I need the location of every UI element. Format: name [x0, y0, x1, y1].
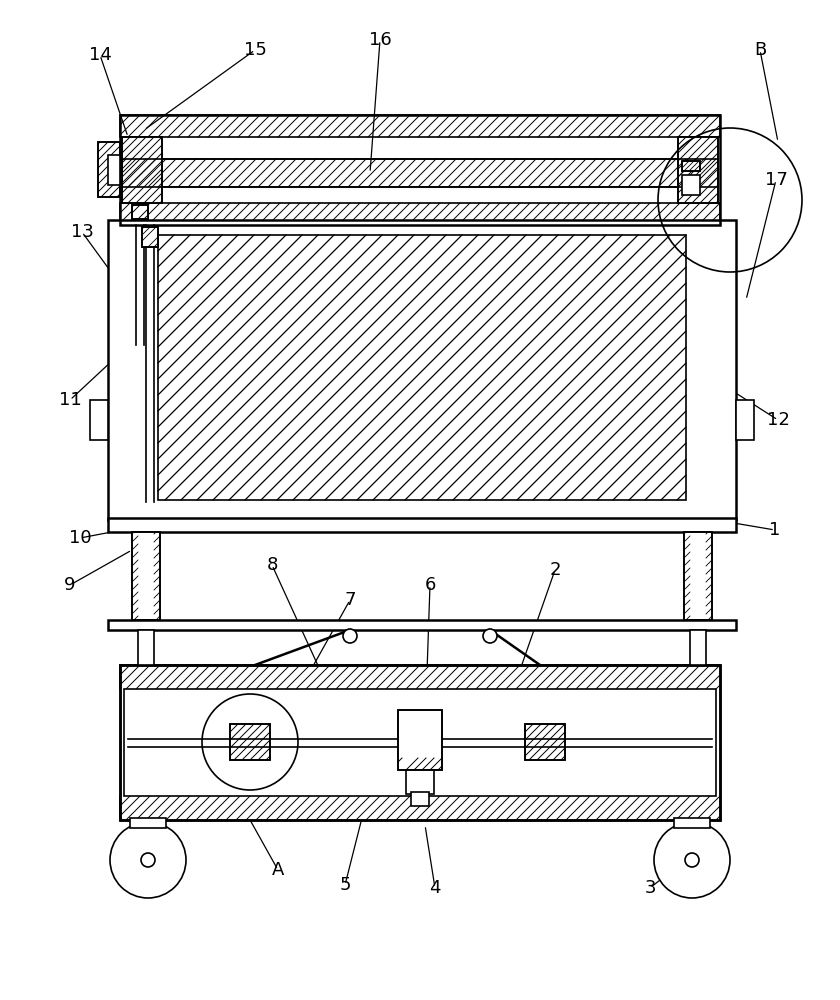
- Circle shape: [343, 629, 357, 643]
- Text: 3: 3: [644, 879, 656, 897]
- Bar: [678, 137, 718, 203]
- Bar: [120, 665, 720, 820]
- Text: 16: 16: [369, 31, 391, 49]
- Text: A: A: [272, 861, 284, 879]
- Bar: [132, 532, 160, 620]
- Text: 17: 17: [764, 171, 787, 189]
- Bar: [122, 159, 718, 187]
- Bar: [120, 796, 720, 820]
- Bar: [122, 137, 162, 203]
- Bar: [120, 115, 720, 225]
- Bar: [684, 532, 712, 620]
- Bar: [132, 532, 160, 620]
- Bar: [98, 142, 120, 197]
- Circle shape: [483, 629, 497, 643]
- Text: 14: 14: [88, 46, 112, 64]
- Bar: [142, 227, 158, 247]
- Bar: [158, 235, 686, 500]
- Bar: [124, 689, 716, 796]
- Bar: [120, 115, 720, 137]
- Circle shape: [110, 822, 186, 898]
- Bar: [132, 205, 148, 219]
- Bar: [122, 159, 718, 187]
- Bar: [674, 818, 710, 828]
- Bar: [98, 142, 120, 197]
- Text: 1: 1: [769, 521, 780, 539]
- Bar: [678, 137, 718, 203]
- Text: 13: 13: [71, 223, 93, 241]
- Bar: [138, 630, 154, 665]
- Bar: [682, 161, 700, 171]
- Text: 10: 10: [69, 529, 92, 547]
- Bar: [108, 518, 736, 532]
- Text: 5: 5: [339, 876, 351, 894]
- Bar: [120, 203, 720, 225]
- Bar: [130, 818, 166, 828]
- Text: B: B: [753, 41, 766, 59]
- Bar: [682, 175, 700, 195]
- Bar: [690, 630, 706, 665]
- Bar: [90, 400, 108, 440]
- Bar: [406, 770, 434, 794]
- Bar: [120, 665, 720, 689]
- Bar: [684, 532, 712, 620]
- Text: 12: 12: [767, 411, 790, 429]
- Text: 11: 11: [59, 391, 81, 409]
- Bar: [525, 724, 565, 760]
- Bar: [398, 710, 442, 770]
- Bar: [411, 792, 429, 806]
- Text: 4: 4: [429, 879, 441, 897]
- Bar: [108, 155, 120, 185]
- Bar: [132, 205, 148, 219]
- Bar: [108, 220, 736, 520]
- Circle shape: [141, 853, 155, 867]
- Text: 7: 7: [344, 591, 356, 609]
- Bar: [122, 137, 162, 203]
- Bar: [736, 400, 754, 440]
- Bar: [230, 724, 270, 760]
- Bar: [682, 161, 700, 171]
- Text: 2: 2: [549, 561, 561, 579]
- Text: 9: 9: [64, 576, 76, 594]
- Bar: [230, 724, 270, 760]
- Text: 8: 8: [266, 556, 278, 574]
- Bar: [525, 724, 565, 760]
- Bar: [158, 235, 686, 500]
- Bar: [142, 227, 158, 247]
- Text: 6: 6: [424, 576, 436, 594]
- Circle shape: [685, 853, 699, 867]
- Bar: [398, 710, 442, 770]
- Text: 15: 15: [244, 41, 266, 59]
- Bar: [108, 620, 736, 630]
- Circle shape: [654, 822, 730, 898]
- Bar: [120, 665, 720, 820]
